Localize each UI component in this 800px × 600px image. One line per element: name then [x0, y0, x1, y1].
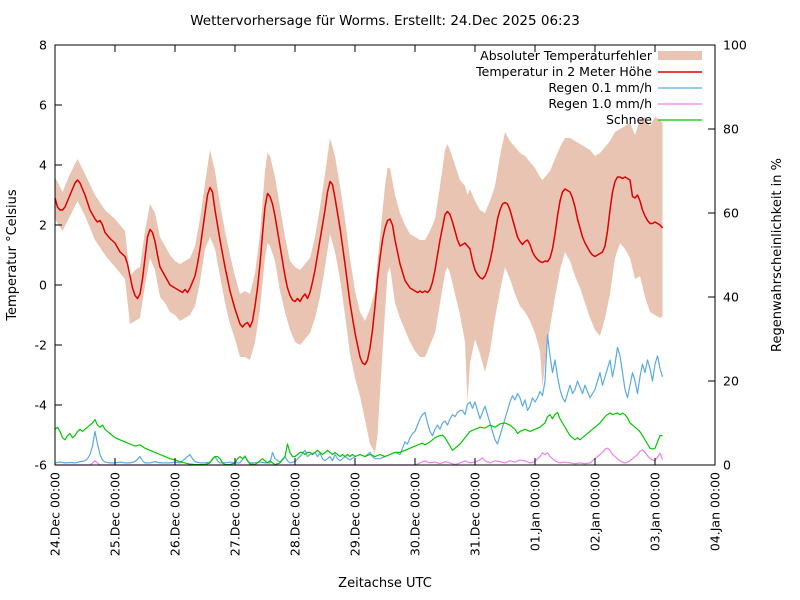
- y-tick-label-right: 80: [723, 122, 739, 137]
- y-tick-label-right: 40: [723, 290, 739, 305]
- chart-title: Wettervorhersage für Worms. Erstellt: 24…: [190, 13, 580, 29]
- series-line-1: [54, 176, 664, 366]
- y-tick-label-left: 0: [39, 278, 47, 293]
- x-tick-label: 24.Dec 00:00: [48, 472, 63, 556]
- series-band-0: [55, 117, 663, 453]
- y-tick-label-right: 100: [723, 38, 747, 53]
- x-tick-label: 30.Dec 00:00: [408, 472, 423, 556]
- legend-label: Regen 1.0 mm/h: [548, 96, 652, 111]
- legend-label: Regen 0.1 mm/h: [548, 80, 652, 95]
- series-line-2: [54, 334, 664, 464]
- legend-label: Schnee: [606, 112, 652, 127]
- y2-axis-label: Regenwahrscheinlichkeit in %: [770, 158, 785, 352]
- x-tick-label: 02.Jan 00:00: [588, 472, 603, 551]
- legend-label: Absoluter Temperaturfehler: [480, 48, 653, 63]
- y-tick-label-left: 4: [39, 158, 47, 173]
- y-tick-label-right: 60: [723, 206, 739, 221]
- x-tick-label: 27.Dec 00:00: [228, 472, 243, 556]
- series-line-3: [55, 447, 664, 466]
- x-tick-label: 03.Jan 00:00: [648, 472, 663, 551]
- y-tick-label-left: -6: [35, 458, 48, 473]
- x-tick-label: 28.Dec 00:00: [288, 472, 303, 556]
- x-tick-label: 25.Dec 00:00: [108, 472, 123, 556]
- y-tick-label-right: 20: [723, 374, 739, 389]
- legend-swatch-band: [658, 51, 702, 60]
- x-tick-label: 04.Jan 00:00: [708, 472, 723, 551]
- y-tick-label-left: 6: [39, 98, 47, 113]
- y-tick-label-left: 2: [39, 218, 47, 233]
- y-tick-label-left: -4: [35, 398, 48, 413]
- series-line-4: [54, 411, 663, 466]
- x-tick-label: 31.Dec 00:00: [468, 472, 483, 556]
- y-tick-label-left: -2: [35, 338, 47, 353]
- y-axis-label: Temperatur °Celsius: [5, 189, 20, 322]
- x-axis-label: Zeitachse UTC: [338, 576, 432, 591]
- x-tick-label: 29.Dec 00:00: [348, 472, 363, 556]
- y-tick-label-left: 8: [39, 38, 47, 53]
- legend-label: Temperatur in 2 Meter Höhe: [475, 64, 652, 79]
- plot-border: [54, 44, 716, 466]
- x-tick-label: 26.Dec 00:00: [168, 472, 183, 556]
- y-tick-label-right: 0: [723, 458, 731, 473]
- x-tick-label: 01.Jan 00:00: [528, 472, 543, 551]
